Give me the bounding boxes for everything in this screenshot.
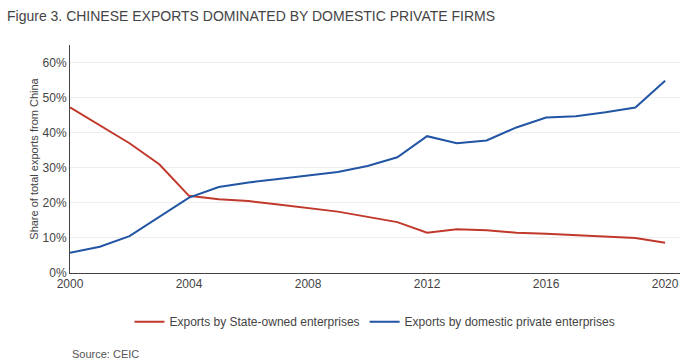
- svg-text:50%: 50%: [43, 91, 67, 105]
- svg-text:2000: 2000: [57, 277, 84, 291]
- svg-text:Exports by State-owned enterpr: Exports by State-owned enterprises: [170, 315, 360, 329]
- svg-text:Source: CEIC: Source: CEIC: [72, 348, 139, 360]
- svg-text:Figure 3. CHINESE EXPORTS DOMI: Figure 3. CHINESE EXPORTS DOMINATED BY D…: [7, 8, 495, 24]
- svg-text:2008: 2008: [295, 277, 322, 291]
- svg-text:Exports by domestic private en: Exports by domestic private enterprises: [405, 315, 615, 329]
- svg-text:30%: 30%: [43, 161, 67, 175]
- svg-text:0%: 0%: [49, 266, 67, 280]
- svg-text:40%: 40%: [43, 126, 67, 140]
- svg-text:60%: 60%: [43, 56, 67, 70]
- svg-text:Share of total exports from Ch: Share of total exports from China: [28, 77, 40, 239]
- svg-text:2012: 2012: [414, 277, 441, 291]
- svg-text:20%: 20%: [43, 196, 67, 210]
- svg-text:2004: 2004: [176, 277, 203, 291]
- svg-text:2016: 2016: [533, 277, 560, 291]
- svg-text:10%: 10%: [43, 231, 67, 245]
- svg-text:2020: 2020: [652, 277, 679, 291]
